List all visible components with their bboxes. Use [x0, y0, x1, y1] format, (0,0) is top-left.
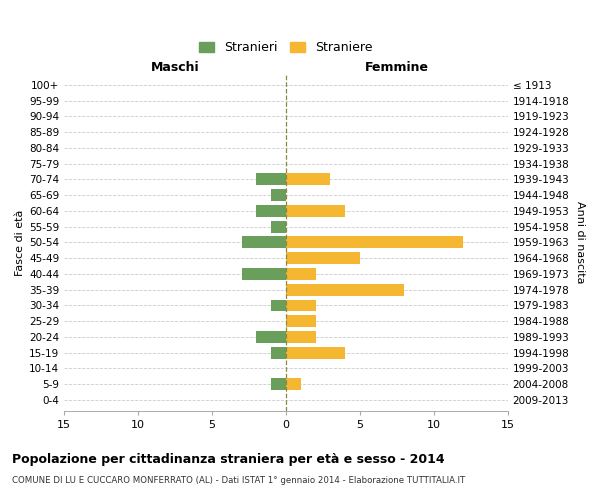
Text: Popolazione per cittadinanza straniera per età e sesso - 2014: Popolazione per cittadinanza straniera p… [12, 452, 445, 466]
Bar [286, 331, 316, 343]
Bar [256, 174, 286, 186]
Bar [286, 268, 316, 280]
Bar [256, 331, 286, 343]
Bar [271, 347, 286, 358]
Bar [286, 236, 463, 248]
Bar [242, 268, 286, 280]
Bar [271, 220, 286, 232]
Bar [271, 378, 286, 390]
Bar [286, 205, 345, 217]
Bar [256, 205, 286, 217]
Bar [286, 174, 331, 186]
Text: Maschi: Maschi [151, 61, 199, 74]
Y-axis label: Anni di nascita: Anni di nascita [575, 201, 585, 283]
Bar [286, 347, 345, 358]
Bar [286, 300, 316, 312]
Bar [286, 316, 316, 327]
Bar [286, 252, 360, 264]
Text: COMUNE DI LU E CUCCARO MONFERRATO (AL) - Dati ISTAT 1° gennaio 2014 - Elaborazio: COMUNE DI LU E CUCCARO MONFERRATO (AL) -… [12, 476, 465, 485]
Text: Femmine: Femmine [365, 61, 429, 74]
Bar [242, 236, 286, 248]
Bar [271, 300, 286, 312]
Y-axis label: Fasce di età: Fasce di età [15, 209, 25, 276]
Bar [271, 189, 286, 201]
Legend: Stranieri, Straniere: Stranieri, Straniere [194, 36, 378, 59]
Bar [286, 284, 404, 296]
Bar [286, 378, 301, 390]
